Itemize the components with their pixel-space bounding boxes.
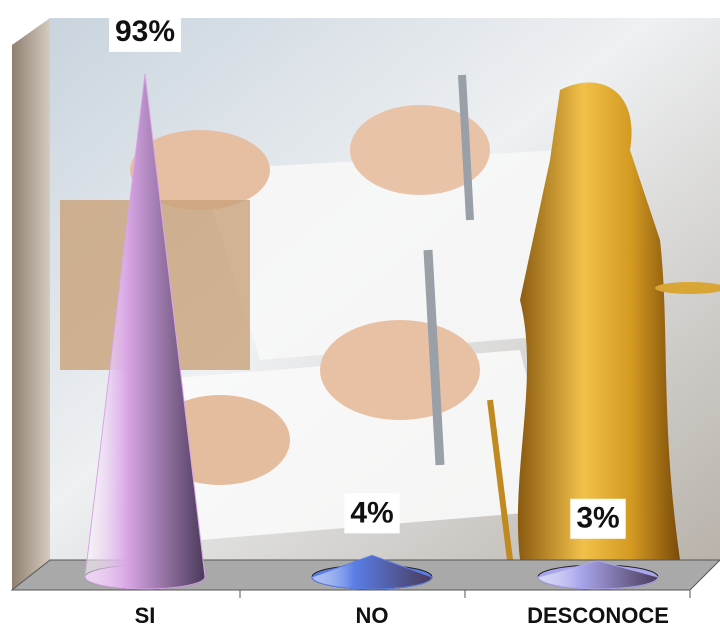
value-label: 3% xyxy=(576,502,619,535)
value-label: 4% xyxy=(350,496,393,529)
value-label: 93% xyxy=(115,15,175,48)
chart: SI 93% NO 4% DESCONOCE 3% xyxy=(0,0,720,639)
x-tick-label: SI xyxy=(135,603,156,628)
x-tick-label: NO xyxy=(356,603,389,628)
x-tick-label: DESCONOCE xyxy=(527,603,669,628)
